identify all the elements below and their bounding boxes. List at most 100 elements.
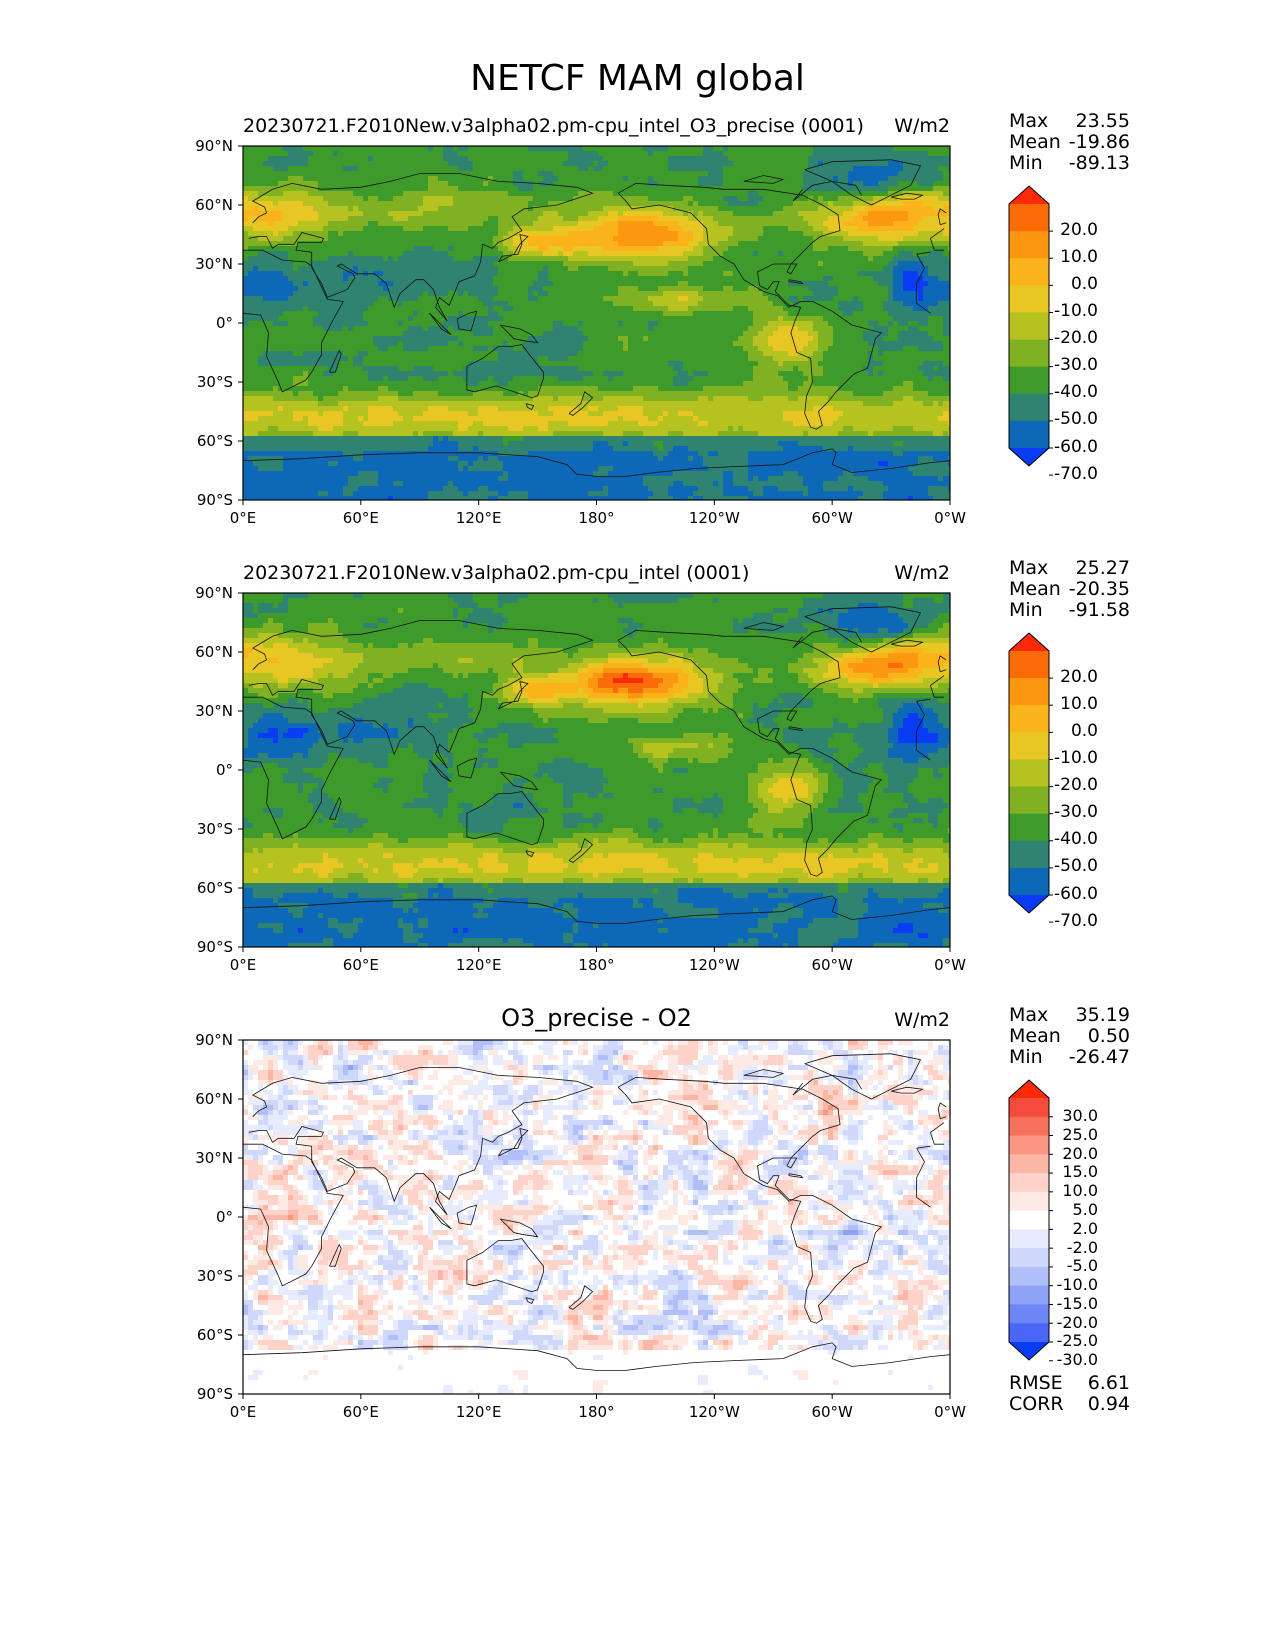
field-cell xyxy=(798,301,839,307)
field-cell xyxy=(668,1165,679,1171)
field-cell xyxy=(398,1110,404,1116)
field-cell xyxy=(243,803,314,809)
figure-title: NETCF MAM global xyxy=(470,58,805,99)
field-cell xyxy=(263,161,309,167)
field-cell xyxy=(443,146,454,152)
field-cell xyxy=(243,768,254,774)
field-cell xyxy=(458,461,469,467)
field-cell xyxy=(638,1095,649,1101)
field-cell xyxy=(253,848,259,854)
field-cell xyxy=(318,1155,324,1161)
field-cell xyxy=(868,431,874,437)
field-cell xyxy=(393,1120,404,1126)
field-cell xyxy=(928,1095,939,1101)
field-cell xyxy=(938,823,950,829)
field-cell xyxy=(713,1085,724,1091)
field-cell xyxy=(278,1140,289,1146)
field-cell xyxy=(468,291,499,297)
field-cell xyxy=(498,673,519,679)
field-cell xyxy=(383,1165,389,1171)
field-cell xyxy=(413,366,434,372)
field-cell xyxy=(593,371,604,377)
field-cell xyxy=(648,1090,654,1096)
field-cell xyxy=(888,176,944,182)
field-cell xyxy=(448,1055,459,1061)
field-cell xyxy=(513,1085,524,1091)
field-cell xyxy=(493,683,504,689)
field-cell xyxy=(593,838,599,844)
field-cell xyxy=(533,1055,544,1061)
field-cell xyxy=(273,618,329,624)
field-cell xyxy=(803,176,834,182)
field-cell xyxy=(858,918,950,924)
field-cell xyxy=(578,1040,584,1046)
field-cell xyxy=(243,853,324,859)
field-cell xyxy=(908,1050,914,1056)
field-cell xyxy=(243,828,349,834)
field-cell xyxy=(933,1120,944,1126)
field-cell xyxy=(828,346,879,352)
field-cell xyxy=(243,181,279,187)
field-cell xyxy=(638,1130,644,1136)
field-cell xyxy=(848,1140,859,1146)
field-cell xyxy=(263,1050,269,1056)
field-cell xyxy=(463,823,504,829)
field-cell xyxy=(293,1155,299,1161)
field-cell xyxy=(938,301,950,307)
field-cell xyxy=(863,1125,884,1131)
field-cell xyxy=(773,793,809,799)
field-cell xyxy=(603,486,609,492)
field-cell xyxy=(798,1165,819,1171)
field-cell xyxy=(883,1050,889,1056)
field-cell xyxy=(378,1045,419,1051)
field-cell xyxy=(803,1075,814,1081)
field-cell xyxy=(598,151,649,157)
field-cell xyxy=(398,1135,409,1141)
field-cell xyxy=(943,1145,950,1151)
field-cell xyxy=(878,1085,884,1091)
field-cell xyxy=(843,783,869,789)
field-cell xyxy=(658,928,669,934)
field-cell xyxy=(513,1075,524,1081)
field-cell xyxy=(363,1130,369,1136)
field-cell xyxy=(368,1045,379,1051)
field-cell xyxy=(383,788,389,794)
field-cell xyxy=(338,1075,359,1081)
field-cell xyxy=(693,1060,699,1066)
field-cell xyxy=(858,1150,864,1156)
field-cell xyxy=(453,201,529,207)
field-cell xyxy=(303,1090,314,1096)
field-cell xyxy=(448,778,514,784)
coastline xyxy=(456,757,478,779)
field-cell xyxy=(763,196,809,202)
field-cell xyxy=(878,321,889,327)
field-cell xyxy=(898,241,950,247)
field-cell xyxy=(638,286,659,292)
field-cell xyxy=(878,818,914,824)
field-cell xyxy=(928,933,950,939)
field-cell xyxy=(798,658,814,664)
field-cell xyxy=(308,628,339,634)
field-cell xyxy=(608,441,624,447)
field-cell xyxy=(593,643,619,649)
field-cell xyxy=(428,146,434,152)
field-cell xyxy=(943,1155,949,1161)
field-cell xyxy=(883,306,914,312)
field-cell xyxy=(628,1155,634,1161)
field-cell xyxy=(398,923,414,929)
field-cell xyxy=(368,376,384,382)
field-cell xyxy=(323,1045,334,1051)
field-cell xyxy=(948,431,950,437)
field-cell xyxy=(548,1100,554,1106)
field-cell xyxy=(928,1150,950,1156)
field-cell xyxy=(603,1095,614,1101)
field-cell xyxy=(728,1115,759,1121)
field-cell xyxy=(878,1060,884,1066)
field-cell xyxy=(548,718,589,724)
field-cell xyxy=(243,1100,249,1106)
field-cell xyxy=(713,146,724,152)
field-cell xyxy=(818,788,829,794)
field-cell xyxy=(353,918,364,924)
field-cell xyxy=(833,201,854,207)
field-cell xyxy=(313,653,364,659)
